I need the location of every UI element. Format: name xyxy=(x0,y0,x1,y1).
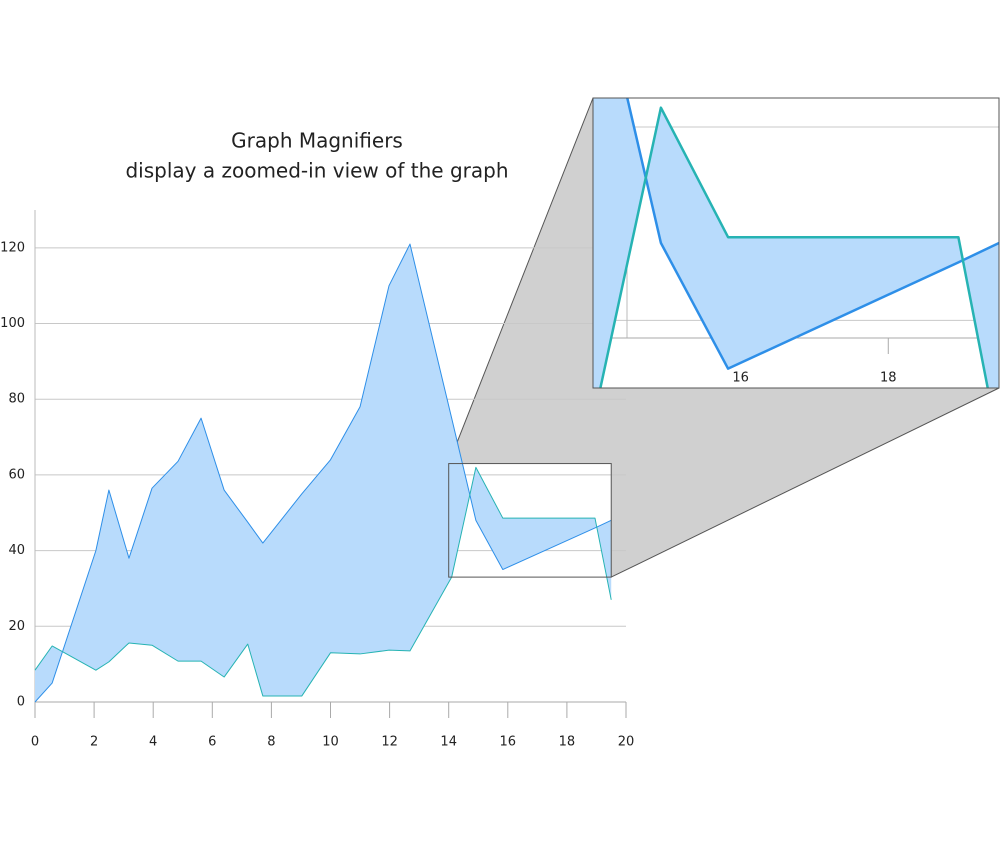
x-tick-label: 2 xyxy=(90,735,98,750)
series-line xyxy=(34,243,612,703)
x-tick-label: 14 xyxy=(440,735,457,750)
chart-title: Graph Magnifiers xyxy=(231,129,403,153)
y-tick-label: 0 xyxy=(599,696,607,711)
series-line xyxy=(626,98,999,370)
y-tick-label: 60 xyxy=(8,467,25,482)
x-tick-label: 16 xyxy=(732,371,749,386)
x-tick-label: 20 xyxy=(618,735,635,750)
x-tick-label: 18 xyxy=(880,371,897,386)
x-tick-label: 8 xyxy=(146,371,154,386)
x-tick-label: 10 xyxy=(289,371,306,386)
connector-edge xyxy=(448,97,594,464)
magnifier-frames xyxy=(448,97,1000,578)
series-line xyxy=(34,466,612,697)
x-tick-label: 8 xyxy=(267,735,275,750)
x-tick-label: 6 xyxy=(0,371,7,386)
connector-edge xyxy=(611,387,1000,578)
x-tick-label: 18 xyxy=(559,735,576,750)
y-tick-label: 100 xyxy=(0,316,25,331)
magnifier-frame xyxy=(592,97,1000,389)
y-tick-label: 20 xyxy=(8,619,25,634)
source-frame xyxy=(448,463,612,578)
x-tick-label: 10 xyxy=(322,735,339,750)
chart-subtitle: display a zoomed-in view of the graph xyxy=(125,159,508,183)
x-tick-label: 4 xyxy=(149,735,157,750)
y-tick-label: 40 xyxy=(8,543,25,558)
x-tick-label: 6 xyxy=(208,735,216,750)
x-tick-label: 0 xyxy=(31,735,39,750)
range-area xyxy=(35,244,612,703)
y-tick-label: 80 xyxy=(8,392,25,407)
range-area xyxy=(593,98,999,388)
y-tick-label: 120 xyxy=(0,240,25,255)
x-tick-label: 16 xyxy=(500,735,517,750)
series-line xyxy=(598,106,989,388)
x-tick-label: 12 xyxy=(381,735,398,750)
y-tick-label: 0 xyxy=(17,695,25,710)
connector xyxy=(448,98,999,578)
